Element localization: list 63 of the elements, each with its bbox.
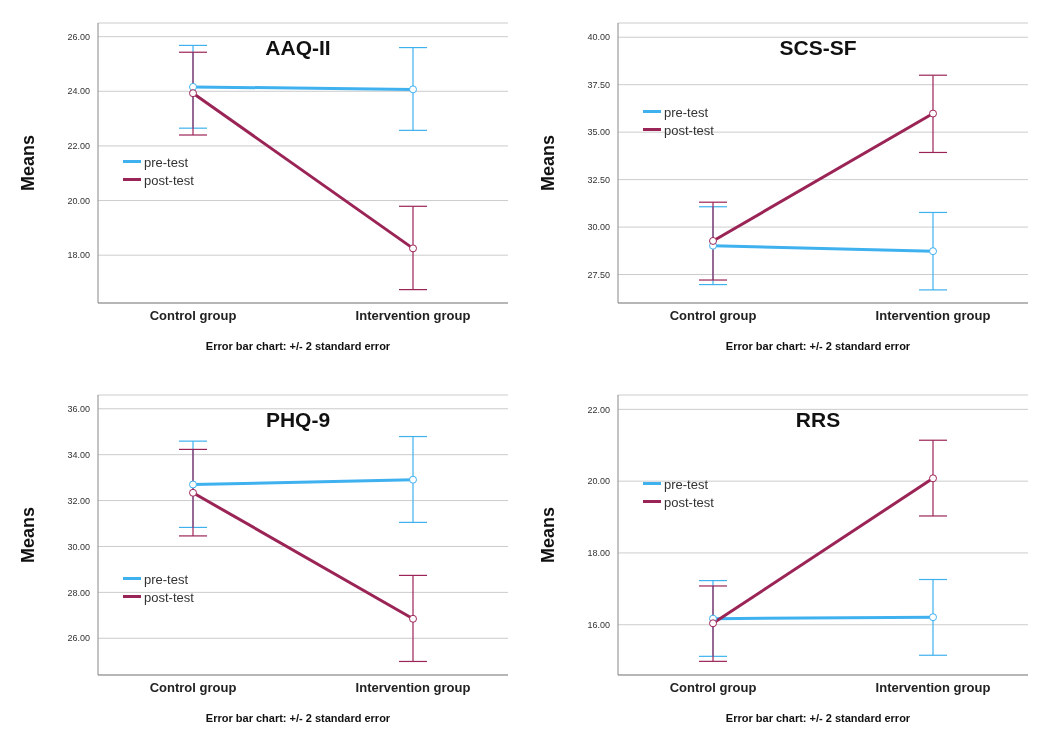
y-tick-label: 37.50	[587, 79, 610, 90]
legend-label: post-test	[144, 589, 194, 605]
point	[929, 247, 937, 256]
x-axis-title: Error bar chart: +/- 2 standard error	[724, 712, 912, 724]
y-tick-label: 18.00	[67, 250, 90, 261]
y-tick-label: 30.00	[587, 222, 610, 233]
legend-label: post-test	[664, 494, 714, 510]
y-tick-label: 22.00	[67, 141, 90, 152]
point	[709, 236, 717, 245]
y-tick-label: 32.50	[587, 174, 610, 185]
y-tick-label: 26.00	[67, 633, 90, 644]
y-tick-label: 40.00	[587, 32, 610, 43]
y-tick-label: 32.00	[67, 495, 90, 506]
y-tick-label: 20.00	[587, 476, 610, 487]
y-tick-label: 16.00	[587, 619, 610, 630]
legend-label: post-test	[144, 172, 194, 188]
x-tick-label: Intervention group	[875, 680, 991, 696]
text: AAQ-II	[264, 36, 332, 60]
legend-label: pre-test	[664, 476, 709, 492]
point	[709, 619, 717, 628]
x-axis-title: Error bar chart: +/- 2 standard error	[204, 712, 392, 724]
text: RRS	[794, 408, 842, 432]
legend-label: pre-test	[144, 154, 189, 170]
legend-label: pre-test	[144, 571, 189, 587]
point	[409, 244, 417, 253]
text: PHQ-9	[264, 408, 332, 432]
x-tick-label: Intervention group	[355, 308, 471, 324]
y-axis-title: Means	[18, 506, 39, 564]
y-axis-title: Means	[538, 134, 559, 192]
y-tick-label: 35.00	[587, 127, 610, 138]
x-tick-label: Intervention group	[355, 680, 471, 696]
y-tick-label: 26.00	[67, 31, 90, 42]
point	[189, 488, 197, 497]
y-tick-label: 36.00	[67, 403, 90, 414]
y-tick-label: 24.00	[67, 86, 90, 97]
x-tick-label: Control group	[669, 308, 757, 324]
point	[189, 480, 197, 489]
legend-label: post-test	[664, 122, 714, 138]
text: SCS-SF	[778, 36, 858, 60]
point	[189, 89, 197, 98]
y-tick-label: 34.00	[67, 449, 90, 460]
point	[409, 614, 417, 623]
point	[929, 109, 937, 118]
y-tick-label: 20.00	[67, 195, 90, 206]
y-axis-title: Means	[538, 506, 559, 564]
x-tick-label: Control group	[149, 680, 237, 696]
y-axis-title: Means	[18, 134, 39, 192]
y-tick-label: 22.00	[587, 404, 610, 415]
x-axis-title: Error bar chart: +/- 2 standard error	[204, 340, 392, 352]
y-tick-label: 27.50	[587, 269, 610, 280]
point	[409, 475, 417, 484]
point	[409, 85, 417, 94]
x-tick-label: Intervention group	[875, 308, 991, 324]
y-tick-label: 18.00	[587, 548, 610, 559]
point	[929, 613, 937, 622]
point	[929, 474, 937, 483]
y-tick-label: 28.00	[67, 587, 90, 598]
x-tick-label: Control group	[669, 680, 757, 696]
x-tick-label: Control group	[149, 308, 237, 324]
legend-label: pre-test	[664, 104, 709, 120]
point	[189, 82, 197, 91]
x-axis-title: Error bar chart: +/- 2 standard error	[724, 340, 912, 352]
y-tick-label: 30.00	[67, 541, 90, 552]
